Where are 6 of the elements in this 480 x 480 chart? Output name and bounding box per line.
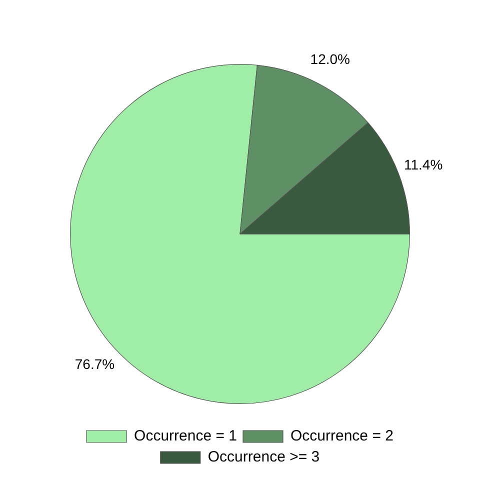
legend-label: Occurrence >= 3 bbox=[208, 448, 320, 466]
data-label: 12.0% bbox=[310, 51, 350, 68]
legend-label: Occurrence = 2 bbox=[290, 428, 394, 445]
legend-label: Occurrence = 1 bbox=[134, 428, 238, 445]
data-label: 11.4% bbox=[404, 156, 443, 172]
data-label: 76.7% bbox=[74, 356, 115, 372]
